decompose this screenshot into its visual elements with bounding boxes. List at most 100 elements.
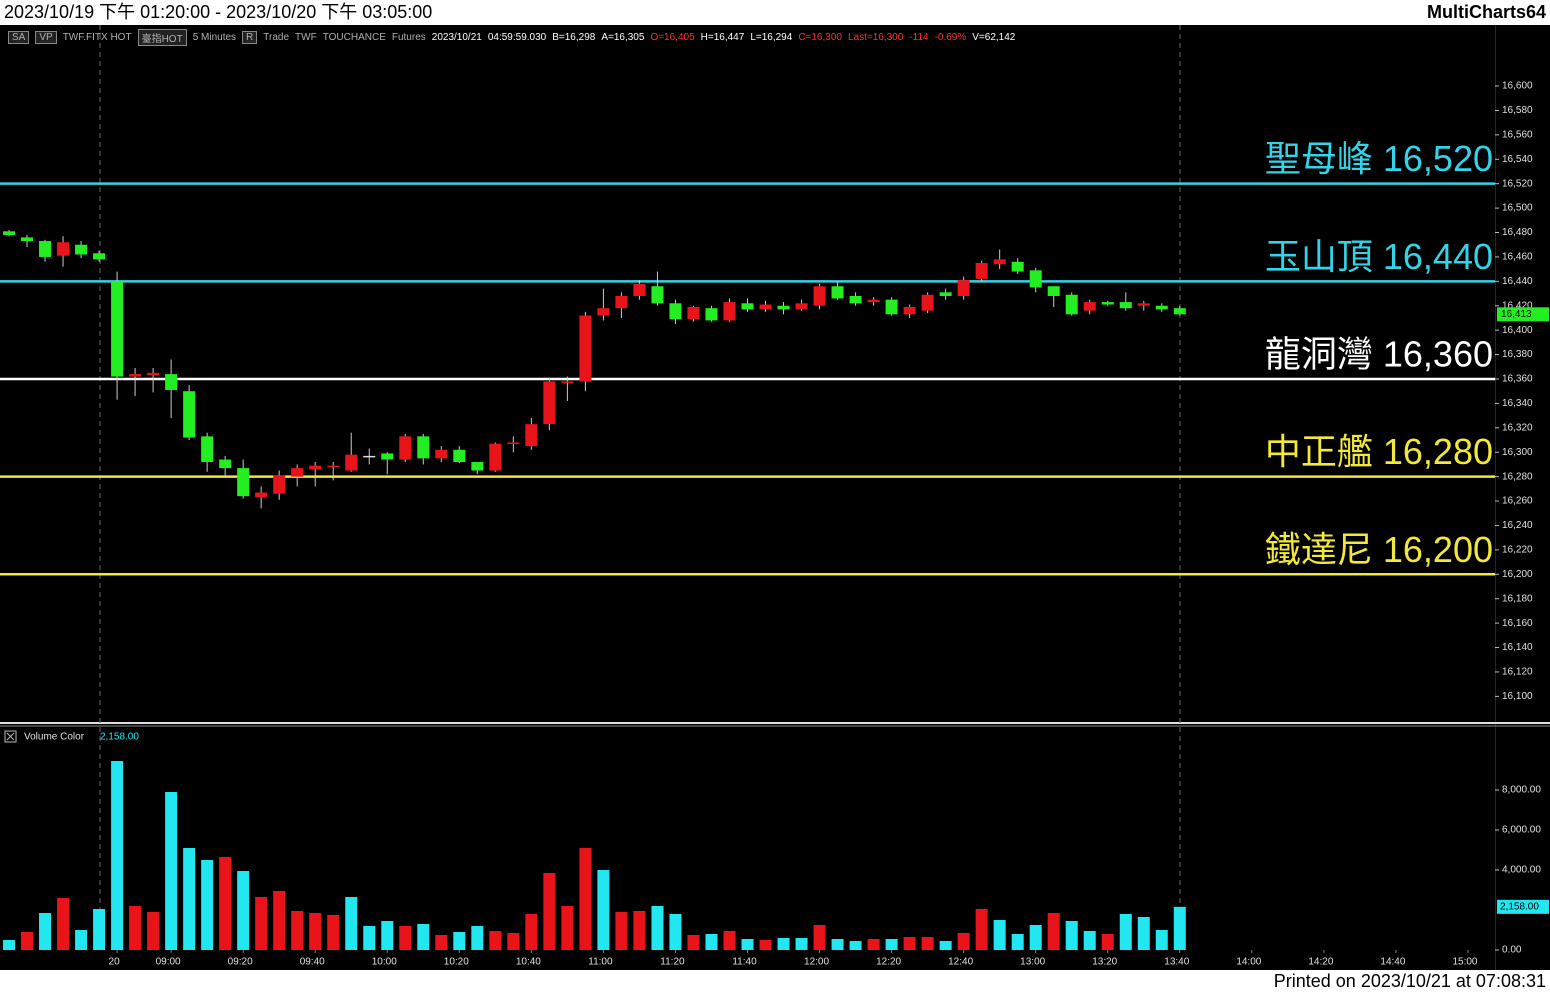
- candle-body: [939, 292, 952, 296]
- volume-bar: [1029, 925, 1042, 950]
- volume-bar: [471, 926, 484, 950]
- x-tick-label: 09:40: [300, 957, 325, 968]
- volume-bar: [75, 930, 88, 950]
- candle-body: [417, 436, 430, 459]
- volume-bar: [867, 939, 880, 950]
- candle-body: [885, 299, 898, 315]
- volume-bar: [849, 941, 862, 950]
- y-tick-label: 16,500: [1502, 203, 1533, 214]
- volume-bar: [543, 873, 556, 950]
- volume-bar: [1173, 906, 1186, 950]
- candle-body: [93, 253, 106, 260]
- toolbar-item: C=16,300: [798, 32, 842, 43]
- candle-body: [21, 237, 34, 242]
- volume-bar: [597, 870, 610, 950]
- volume-title: Volume Color: [24, 732, 85, 743]
- volume-bar: [489, 931, 502, 950]
- volume-bar: [795, 938, 808, 950]
- candle-body: [1101, 302, 1114, 305]
- x-tick-label: 11:00: [588, 957, 613, 968]
- volume-bar: [237, 871, 250, 950]
- candle-body: [1155, 305, 1168, 310]
- candle-body: [597, 308, 610, 316]
- y-tick-label: 16,140: [1502, 642, 1533, 653]
- toolbar-item: O=16,405: [650, 32, 695, 43]
- volume-bar: [957, 933, 970, 950]
- last-volume-box: [1497, 899, 1549, 914]
- toolbar-item: A=16,305: [601, 32, 645, 43]
- candle-body: [129, 374, 142, 377]
- candle-body: [291, 468, 304, 477]
- candle-body: [1047, 286, 1060, 296]
- candle-body: [201, 436, 214, 462]
- toolbar: SA VP TWF.FITX HOT 臺指HOT 5 Minutes R Trade TWF T…: [8, 29, 1015, 46]
- volume-bar: [435, 935, 448, 950]
- candle-body: [741, 303, 754, 310]
- volume-bar: [201, 860, 214, 950]
- volume-bar: [111, 761, 124, 950]
- toolbar-item: TWF: [295, 32, 317, 43]
- y-tick-label: 16,580: [1502, 105, 1533, 116]
- candle-body: [903, 306, 916, 315]
- volume-bar: [993, 920, 1006, 950]
- toolbar-item[interactable]: VP: [35, 31, 57, 44]
- volume-bar: [147, 912, 160, 950]
- volume-bar: [453, 932, 466, 950]
- toolbar-item: TOUCHANCE: [322, 32, 386, 43]
- y-tick-label: 16,160: [1502, 618, 1533, 629]
- volume-bar: [975, 909, 988, 950]
- y-tick-label: 16,300: [1502, 447, 1533, 458]
- volume-bar: [687, 935, 700, 950]
- volume-bar: [507, 933, 520, 950]
- x-tick-label: 13:00: [1020, 957, 1045, 968]
- candle-body: [1011, 261, 1024, 272]
- candle-body: [849, 295, 862, 304]
- volume-bar: [705, 934, 718, 950]
- y-tick-label: 0.00: [1502, 945, 1522, 956]
- level-label: 玉山頂 16,440: [1265, 236, 1493, 277]
- candle-body: [1137, 303, 1150, 306]
- candle-body: [993, 259, 1006, 265]
- x-tick-label: 12:40: [948, 957, 973, 968]
- candle-body: [111, 281, 124, 377]
- y-tick-label: 16,400: [1502, 325, 1533, 336]
- y-tick-label: 16,360: [1502, 374, 1533, 385]
- toolbar-item: 04:59:59.030: [487, 32, 547, 43]
- volume-bar: [1137, 917, 1150, 950]
- candle-body: [651, 286, 664, 304]
- candle-body: [309, 465, 322, 470]
- candle-body: [345, 454, 358, 471]
- candle-body: [777, 305, 790, 310]
- x-tick-label: 11:20: [660, 957, 685, 968]
- close-box[interactable]: [4, 730, 17, 743]
- y-tick-label: 16,100: [1502, 691, 1533, 702]
- toolbar-item[interactable]: SA: [8, 31, 30, 44]
- toolbar-item[interactable]: 臺指HOT: [137, 29, 187, 46]
- volume-bar: [255, 897, 268, 950]
- volume-bar: [183, 848, 196, 950]
- candle-body: [3, 231, 16, 235]
- volume-bar: [129, 906, 142, 950]
- volume-bar: [21, 932, 34, 950]
- volume-bar: [921, 937, 934, 950]
- candle-body: [1029, 270, 1042, 288]
- candle-body: [705, 308, 718, 321]
- footer-bar: [0, 970, 1550, 993]
- y-tick-label: 16,320: [1502, 422, 1533, 433]
- volume-bar: [579, 848, 592, 950]
- x-tick-label: 10:20: [444, 957, 469, 968]
- volume-bar: [57, 898, 70, 950]
- y-tick-label: 16,200: [1502, 569, 1533, 580]
- level-label: 龍洞灣 16,360: [1265, 334, 1493, 375]
- volume-bar: [777, 938, 790, 950]
- volume-bar: [1119, 914, 1132, 950]
- toolbar-item[interactable]: R: [242, 31, 258, 44]
- y-tick-label: 16,480: [1502, 227, 1533, 238]
- header-title: 2023/10/19 下午 01:20:00 - 2023/10/20 下午 0…: [4, 2, 432, 22]
- volume-bar: [669, 914, 682, 950]
- volume-bar: [309, 913, 322, 950]
- candle-body: [615, 295, 628, 309]
- level-label: 中正艦 16,280: [1265, 431, 1493, 472]
- candle-body: [219, 459, 232, 469]
